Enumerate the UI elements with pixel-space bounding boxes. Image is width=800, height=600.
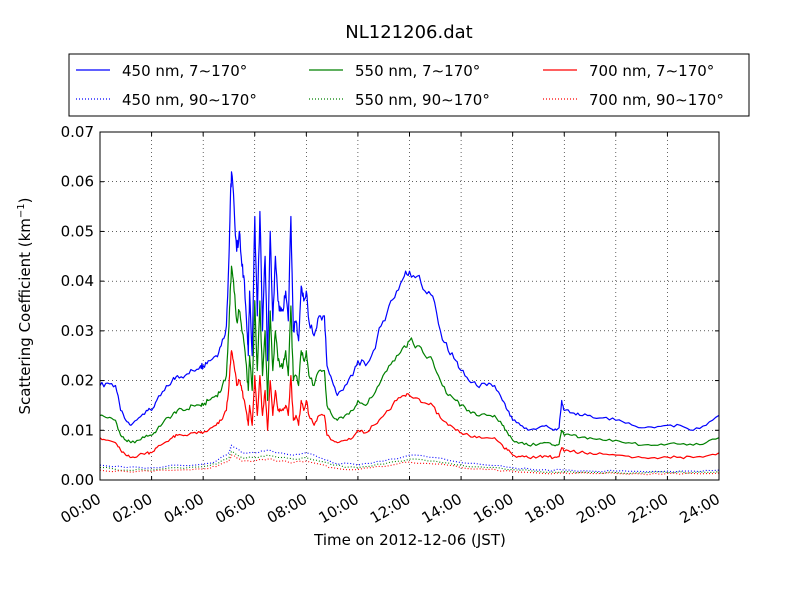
- legend-label: 450 nm, 90∼170°: [122, 91, 257, 109]
- y-axis-label: Scattering Coefficient (km−1): [16, 197, 34, 414]
- x-tick-label: 02:00: [109, 490, 155, 527]
- y-axis-label-close: ): [16, 197, 34, 203]
- x-tick-label: 20:00: [573, 490, 619, 527]
- legend-label: 550 nm, 90∼170°: [355, 91, 490, 109]
- legend-label: 550 nm, 7∼170°: [355, 62, 480, 80]
- series-line: [99, 450, 720, 475]
- series-line: [99, 444, 720, 473]
- x-tick-label: 12:00: [367, 490, 413, 527]
- series-line: [99, 350, 720, 460]
- legend-label: 450 nm, 7∼170°: [122, 62, 247, 80]
- series-line: [99, 265, 720, 447]
- series-line: [99, 454, 720, 476]
- x-tick-label: 10:00: [315, 490, 361, 527]
- x-tick-label: 14:00: [419, 490, 465, 527]
- series-layer: [99, 171, 720, 476]
- y-tick-labels: 0.00 0.01 0.02 0.03 0.04 0.05 0.06 0.07: [61, 123, 94, 489]
- x-tick-label: 16:00: [470, 490, 516, 527]
- x-tick-label: 06:00: [212, 490, 258, 527]
- y-axis-label-exponent: −1: [16, 203, 27, 218]
- y-tick-label: 0.03: [61, 322, 94, 340]
- x-tick-label: 00:00: [58, 490, 104, 527]
- y-tick-label: 0.06: [61, 173, 94, 191]
- chart-title: NL121206.dat: [345, 22, 472, 43]
- legend-label: 700 nm, 7∼170°: [589, 62, 714, 80]
- x-tick-label: 08:00: [264, 490, 310, 527]
- y-tick-label: 0.00: [61, 471, 94, 489]
- plot-background: [100, 132, 719, 480]
- axis-ticks: [99, 131, 720, 481]
- x-tick-label: 04:00: [161, 490, 207, 527]
- y-tick-label: 0.02: [61, 372, 94, 390]
- series-line: [99, 171, 720, 431]
- x-tick-label: 24:00: [677, 490, 723, 527]
- y-tick-label: 0.01: [61, 421, 94, 439]
- legend-frame: [68, 53, 750, 117]
- y-tick-label: 0.04: [61, 272, 94, 290]
- legend: 450 nm, 7∼170° 550 nm, 7∼170° 700 nm, 7∼17…: [68, 53, 750, 117]
- x-tick-label: 18:00: [522, 490, 568, 527]
- x-tick-label: 22:00: [625, 490, 671, 527]
- legend-label: 700 nm, 90∼170°: [589, 91, 724, 109]
- y-tick-label: 0.07: [61, 123, 94, 141]
- plot-area: [99, 131, 720, 481]
- x-tick-labels: 00:00 02:00 04:00 06:00 08:00 10:00 12:00 14:00…: [58, 490, 723, 527]
- y-axis-label-text: Scattering Coefficient (km: [16, 218, 34, 414]
- x-axis-label: Time on 2012-12-06 (JST): [313, 531, 506, 549]
- y-tick-label: 0.05: [61, 222, 94, 240]
